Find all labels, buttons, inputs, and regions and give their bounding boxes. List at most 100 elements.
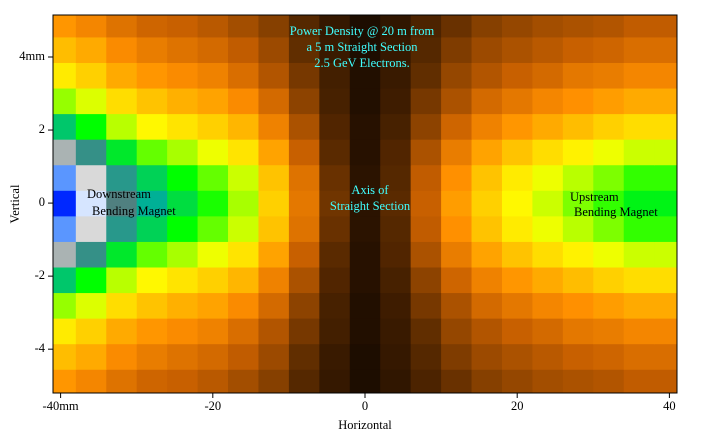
- heat-cell: [75, 36, 107, 63]
- heat-cell: [258, 318, 290, 345]
- heat-cell: [106, 139, 138, 166]
- heat-cell: [623, 62, 655, 89]
- heat-cell: [167, 62, 199, 89]
- heat-cell: [228, 62, 259, 89]
- heat-cell: [349, 88, 381, 115]
- heat-cell: [410, 36, 442, 63]
- annotation: Downstream: [87, 187, 151, 201]
- heat-cell: [410, 139, 442, 166]
- heat-cell: [106, 15, 138, 38]
- heat-cell: [258, 241, 290, 268]
- heat-cell: [167, 88, 199, 115]
- heat-cell: [471, 164, 503, 191]
- heat-cell: [288, 343, 320, 370]
- heat-cell: [562, 139, 594, 166]
- heat-cell: [136, 267, 168, 294]
- heat-cell: [75, 292, 107, 319]
- heat-cell: [562, 62, 594, 89]
- heat-cell: [167, 113, 199, 140]
- heat-cell: [136, 164, 168, 191]
- heat-cell: [501, 113, 533, 140]
- heat-cell: [197, 343, 229, 370]
- heat-cell: [532, 36, 564, 63]
- heat-cell: [532, 113, 564, 140]
- heat-cell: [228, 139, 259, 166]
- y-tick-label: 0: [39, 195, 45, 209]
- x-tick-label: -20: [204, 399, 221, 413]
- heat-cell: [441, 88, 473, 115]
- heat-cell: [228, 292, 259, 319]
- heat-cell: [441, 241, 473, 268]
- heat-cell: [167, 343, 199, 370]
- heat-cell: [380, 62, 412, 89]
- heat-cell: [319, 62, 351, 89]
- heat-cell: [228, 36, 259, 63]
- heat-cell: [288, 241, 320, 268]
- heat-cell: [441, 62, 473, 89]
- heat-cell: [532, 88, 564, 115]
- heat-cell: [349, 292, 381, 319]
- heat-cell: [654, 190, 677, 217]
- heat-cell: [106, 164, 138, 191]
- heat-cell: [106, 36, 138, 63]
- heat-cell: [654, 15, 677, 38]
- heat-cell: [167, 139, 199, 166]
- heat-cell: [75, 139, 107, 166]
- heat-cell: [501, 292, 533, 319]
- heat-cell: [228, 215, 259, 242]
- heat-cell: [562, 164, 594, 191]
- heat-cell: [471, 62, 503, 89]
- annotation: Upstream: [570, 190, 619, 204]
- heat-cell: [167, 267, 199, 294]
- heat-cell: [471, 88, 503, 115]
- heat-cell: [258, 62, 290, 89]
- heat-cell: [380, 267, 412, 294]
- y-axis-label: Vertical: [8, 184, 22, 223]
- x-tick-label: 20: [511, 399, 524, 413]
- heat-cell: [623, 267, 655, 294]
- heat-cell: [441, 139, 473, 166]
- heat-cell: [410, 369, 442, 393]
- heat-cell: [136, 62, 168, 89]
- heat-cell: [562, 292, 594, 319]
- heat-cell: [654, 241, 677, 268]
- heat-cell: [167, 318, 199, 345]
- heat-cell: [228, 369, 259, 393]
- heat-cell: [106, 369, 138, 393]
- heat-cell: [53, 190, 77, 217]
- heat-cell: [228, 15, 259, 38]
- y-tick-label: 2: [39, 122, 45, 136]
- heat-cell: [258, 292, 290, 319]
- heat-cell: [501, 88, 533, 115]
- heat-cell: [167, 215, 199, 242]
- heat-cell: [75, 318, 107, 345]
- heat-cell: [623, 88, 655, 115]
- heat-cell: [75, 88, 107, 115]
- heat-cell: [288, 215, 320, 242]
- heat-cell: [106, 190, 138, 217]
- heat-cell: [53, 215, 77, 242]
- heat-cell: [53, 36, 77, 63]
- heat-cell: [319, 318, 351, 345]
- heat-cell: [75, 113, 107, 140]
- heat-cell: [106, 113, 138, 140]
- heat-cell: [623, 164, 655, 191]
- heat-cell: [593, 62, 625, 89]
- heat-cell: [258, 215, 290, 242]
- heat-cell: [501, 15, 533, 38]
- x-tick-label: 40: [663, 399, 676, 413]
- heat-cell: [501, 139, 533, 166]
- heat-cell: [532, 318, 564, 345]
- heat-cell: [562, 190, 594, 217]
- heat-cell: [258, 88, 290, 115]
- heat-cell: [136, 88, 168, 115]
- heat-cell: [136, 15, 168, 38]
- heat-cell: [228, 267, 259, 294]
- heat-cell: [288, 292, 320, 319]
- heat-cell: [654, 369, 677, 393]
- heat-cell: [53, 369, 77, 393]
- heat-cell: [258, 267, 290, 294]
- heat-cell: [106, 292, 138, 319]
- heat-cell: [197, 164, 229, 191]
